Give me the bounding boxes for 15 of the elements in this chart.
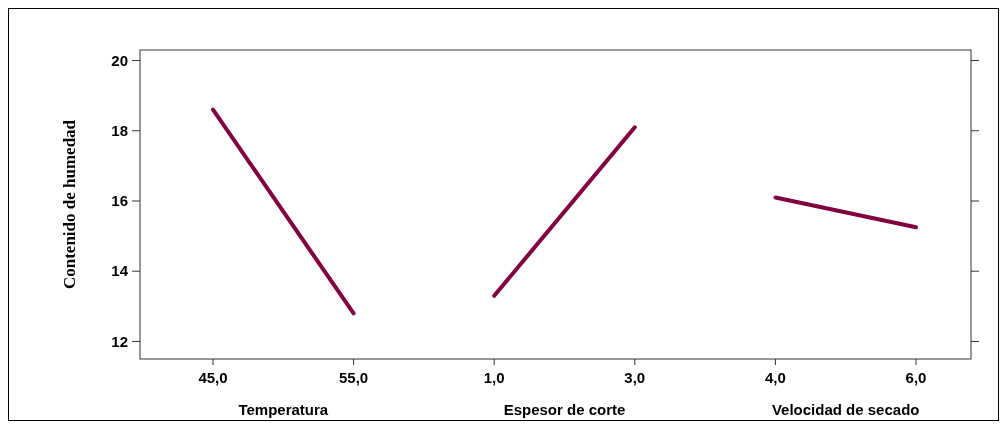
- x-tick-label: 4,0: [764, 369, 786, 386]
- y-tick-label: 20: [111, 51, 128, 69]
- y-tick-label: 16: [111, 192, 128, 210]
- text: Espesor de corte: [503, 401, 626, 418]
- x-tick-label: 55,0: [339, 369, 369, 386]
- x-tick-label: 45,0: [198, 369, 228, 386]
- y-tick-label: 12: [111, 332, 128, 350]
- y-tick-label: 14: [111, 262, 129, 280]
- x-tick-label: 3,0: [624, 369, 646, 386]
- text: Temperatura: [238, 401, 329, 418]
- y-tick-label: 18: [111, 122, 128, 140]
- x-tick-label: 1,0: [483, 369, 505, 386]
- y-axis-title: Contenido de humedad: [60, 119, 79, 290]
- x-tick-label: 6,0: [905, 369, 927, 386]
- text: Velocidad de secado: [771, 401, 920, 418]
